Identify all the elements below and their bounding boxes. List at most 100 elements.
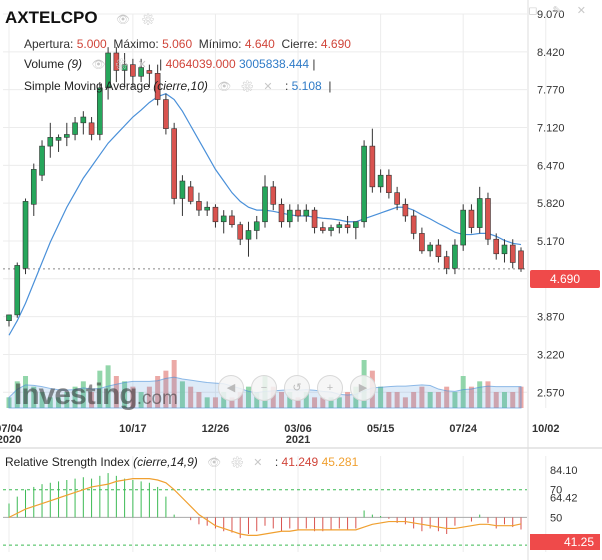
candle bbox=[476, 186, 483, 234]
candle-body bbox=[22, 201, 29, 269]
candle bbox=[336, 221, 343, 234]
zoom-reset-icon[interactable]: ↺ bbox=[284, 375, 310, 401]
x-tick-label: 10/02 bbox=[532, 423, 560, 435]
candle-body bbox=[509, 244, 516, 263]
rsi-signal-value: 45.281 bbox=[321, 455, 359, 469]
zoom-in-icon[interactable]: + bbox=[317, 375, 343, 401]
candle-body bbox=[14, 265, 21, 316]
candle-body bbox=[138, 67, 144, 77]
candle-body bbox=[30, 169, 37, 205]
volume-row: Volume (9) 👁 ⚙ ✕ | 4064039.000 3005838.4… bbox=[24, 57, 316, 71]
volume-bar bbox=[402, 397, 408, 408]
volume-bar bbox=[336, 397, 342, 408]
volume-param: (9) bbox=[67, 57, 83, 71]
sma-icons[interactable]: 👁 ⚙ ✕ bbox=[211, 81, 282, 93]
volume-value: 4064039.000 bbox=[165, 57, 236, 71]
investing-logo: Investing.com bbox=[14, 378, 178, 412]
volume-bar bbox=[212, 397, 218, 408]
volume-bar bbox=[419, 386, 425, 408]
zoom-out-icon[interactable]: − bbox=[251, 375, 277, 401]
candle bbox=[460, 204, 466, 251]
title-icons[interactable]: 👁 ⚙ bbox=[116, 14, 159, 26]
candle bbox=[303, 204, 310, 222]
candle bbox=[377, 169, 384, 193]
open-label: Apertura: bbox=[24, 37, 74, 51]
open-value: 5.000 bbox=[76, 37, 107, 51]
price-tick-label: 6.470 bbox=[537, 160, 565, 172]
candle-body bbox=[253, 221, 260, 231]
volume-bar bbox=[452, 392, 458, 408]
candle-body bbox=[460, 209, 466, 246]
candle bbox=[229, 210, 235, 228]
candle bbox=[286, 204, 293, 228]
candle bbox=[320, 221, 326, 234]
scroll-right-icon[interactable]: ▶ bbox=[350, 375, 376, 401]
candle bbox=[344, 215, 351, 234]
candle bbox=[485, 192, 491, 246]
close-value: 4.690 bbox=[320, 37, 351, 51]
candle bbox=[6, 314, 12, 327]
candle bbox=[493, 233, 500, 260]
candle bbox=[394, 186, 400, 211]
candle bbox=[80, 111, 87, 135]
rsi-current-tag: 41.25 bbox=[530, 534, 600, 550]
candle bbox=[311, 207, 318, 234]
candle-body bbox=[353, 221, 359, 228]
candle bbox=[39, 140, 45, 182]
candle-body bbox=[295, 209, 301, 217]
candle-body bbox=[262, 186, 268, 223]
candle bbox=[154, 64, 161, 106]
volume-bar bbox=[477, 381, 483, 408]
candle bbox=[14, 262, 21, 318]
candle-body bbox=[72, 122, 78, 135]
volume-bar bbox=[72, 386, 78, 408]
volume-bar bbox=[394, 392, 400, 408]
rsi-icons[interactable]: 👁 ⚙ ✕ bbox=[201, 457, 272, 469]
volume-icons[interactable]: 👁 ⚙ ✕ bbox=[85, 59, 156, 71]
price-tick-label: 7.770 bbox=[537, 85, 565, 97]
candle-body bbox=[47, 137, 54, 147]
x-tick-label: 12/26 bbox=[202, 423, 230, 435]
volume-bar bbox=[146, 386, 152, 408]
price-tick-label: 3.870 bbox=[537, 312, 565, 324]
volume-bar bbox=[312, 397, 318, 408]
sma-label: Simple Moving Average bbox=[24, 79, 150, 93]
volume-bar bbox=[501, 392, 507, 408]
volume-bar bbox=[378, 386, 384, 408]
volume-bar bbox=[64, 392, 70, 408]
candle-body bbox=[369, 145, 376, 188]
candle-body bbox=[485, 198, 491, 240]
candle-body bbox=[286, 209, 293, 223]
candle bbox=[369, 128, 376, 193]
candle-body bbox=[468, 209, 475, 228]
low-value: 4.640 bbox=[244, 37, 275, 51]
candle bbox=[196, 192, 202, 216]
volume-bar bbox=[163, 370, 169, 408]
candle bbox=[328, 224, 334, 237]
candle bbox=[402, 198, 409, 222]
rsi-tick-label: 64.42 bbox=[550, 492, 578, 504]
price-tick-label: 3.220 bbox=[537, 349, 565, 361]
rsi-tick-label: 50 bbox=[550, 512, 562, 524]
candle bbox=[138, 58, 144, 83]
sma-param: (cierre,10) bbox=[153, 79, 208, 93]
candle-body bbox=[196, 201, 202, 211]
volume-bar bbox=[270, 386, 276, 408]
candle-body bbox=[163, 99, 169, 129]
volume-bar bbox=[485, 381, 491, 408]
candle bbox=[262, 175, 268, 228]
scroll-left-icon[interactable]: ◀ bbox=[218, 375, 244, 401]
candle-body bbox=[518, 250, 524, 270]
candle bbox=[427, 242, 433, 257]
candle bbox=[386, 169, 392, 199]
candle-body bbox=[105, 52, 111, 89]
candle bbox=[88, 117, 95, 141]
volume-bar bbox=[31, 386, 37, 408]
chart-controls[interactable]: ◻ ✎ ✕ bbox=[528, 5, 592, 17]
volume-bar bbox=[444, 386, 450, 408]
candle-body bbox=[121, 64, 128, 71]
volume-bar bbox=[130, 386, 136, 408]
volume-bar bbox=[245, 386, 251, 408]
candle-body bbox=[88, 122, 95, 135]
